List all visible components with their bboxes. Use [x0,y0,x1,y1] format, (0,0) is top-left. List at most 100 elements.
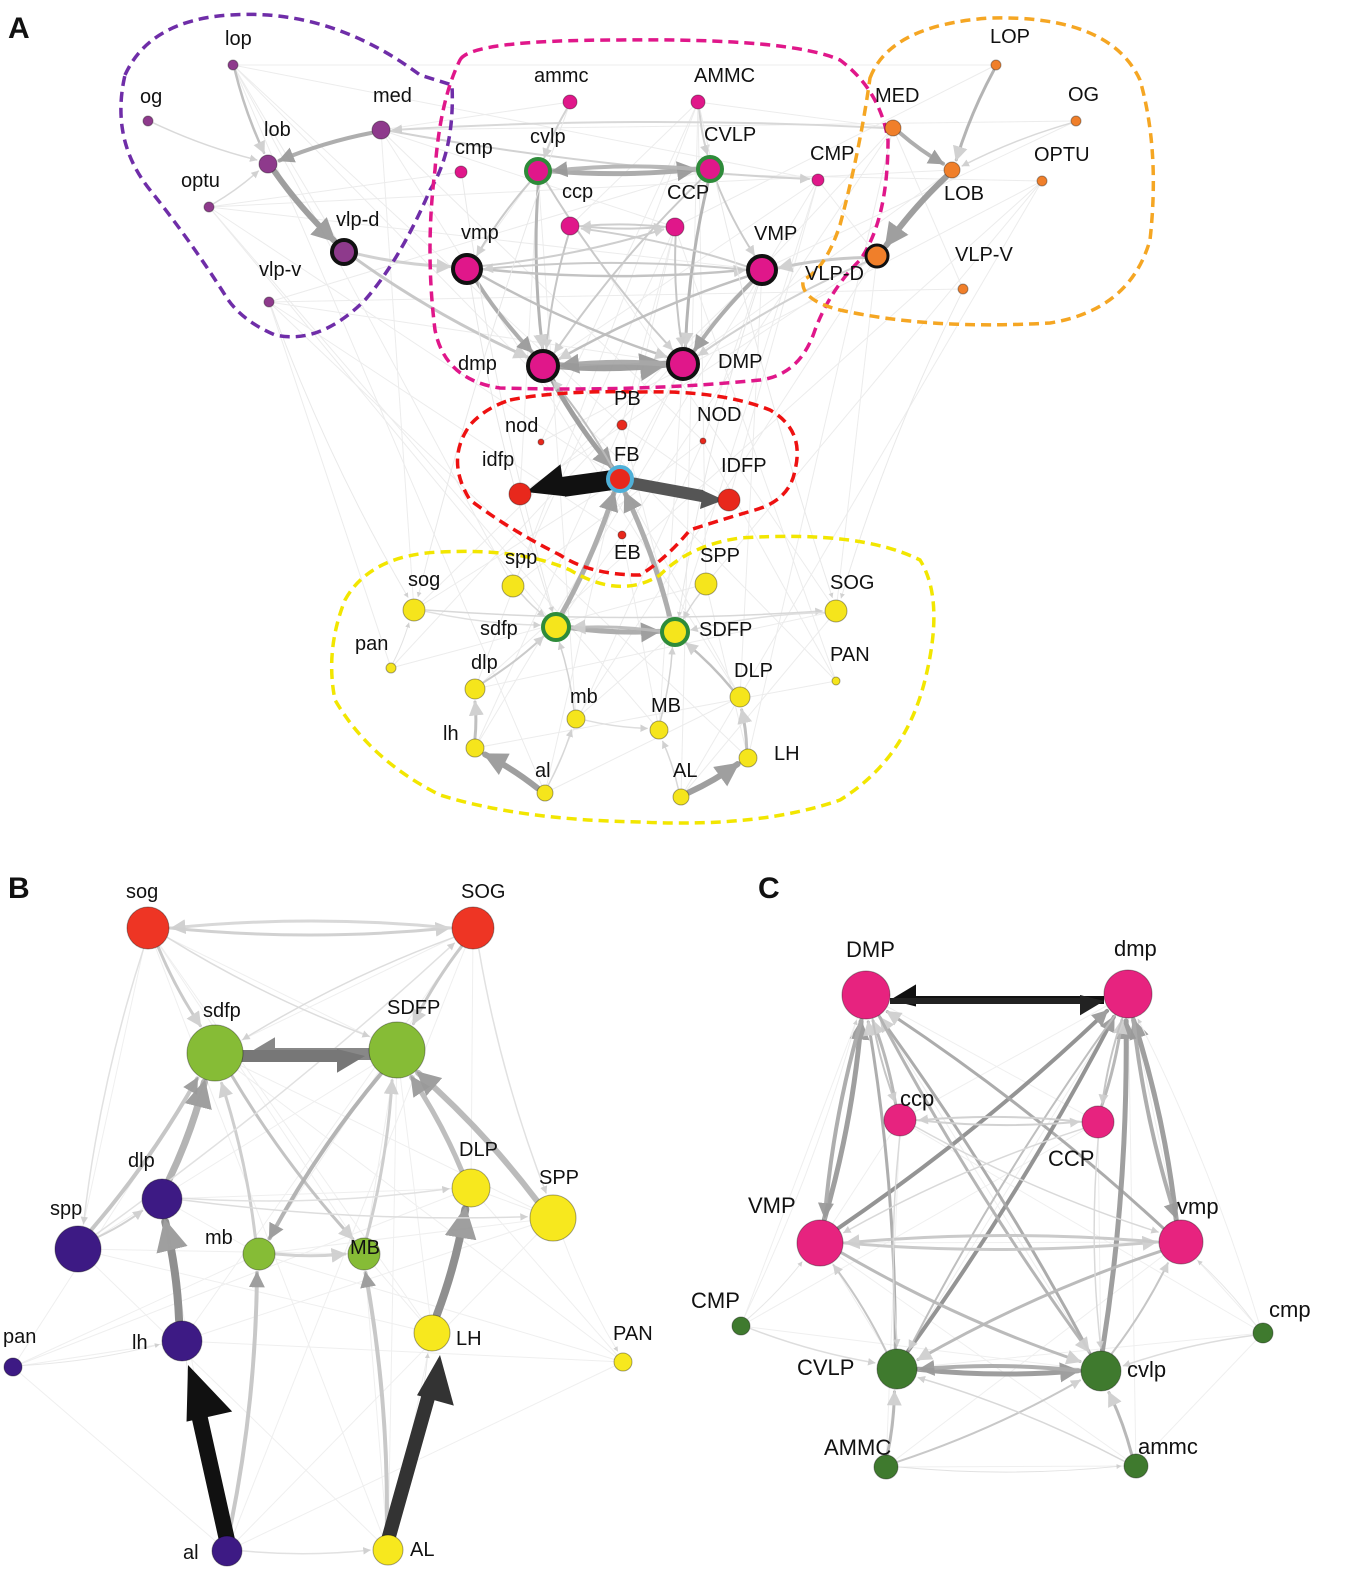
node-a-spp [501,574,525,598]
node-label-a-cvlp: cvlp [530,126,566,148]
edge-c-AMMC-cvlp [896,1379,1081,1463]
background-edge [208,206,621,480]
node-label-a-AMMC: AMMC [694,65,755,87]
edge-b-al-mb [226,1270,265,1538]
node-c-cmp [1252,1322,1274,1344]
edge-c-ccp-vmp [914,1126,1159,1234]
node-label-c-DMP: DMP [846,937,895,962]
edge-c-VMP-vmp [842,1235,1158,1251]
edge-a-AMMC-CVLP [698,108,710,156]
strong-edge-c-1 [890,995,1104,1016]
node-c-AMMC [873,1454,899,1480]
background-edge [380,101,571,131]
node-label-a-CVLP: CVLP [704,124,756,146]
edge-b-MB-SDFP [365,1079,399,1239]
edge-a-cmp-sdfp [461,178,554,612]
edge-a-VMP-dmp [558,274,750,361]
background-edge [147,927,433,1334]
edge-c-CVLP-VMP [832,1264,888,1353]
background-edge [208,171,462,208]
group-outline-central-brain [428,38,890,391]
node-label-a-al: al [535,760,551,782]
node-a-IDFP [717,488,741,512]
edge-a-vmp-VMP [480,264,747,278]
background-edge [181,927,474,1342]
edge-c-cvlp-CVLP [917,1359,1082,1376]
node-label-a-lh: lh [443,723,459,745]
node-c-CMP [731,1316,751,1336]
node-label-a-VLPV: VLP-V [955,244,1013,266]
node-a-VLPV [957,283,969,295]
node-label-a-vmp: vmp [461,222,499,244]
background-edge [12,1187,472,1368]
node-c-dmp [1103,969,1153,1019]
edge-a-cvlp-dmp [533,182,549,350]
node-label-b-spp: spp [50,1198,82,1220]
edge-a-CVLP-cvlp [550,161,700,178]
node-label-a-VLPD: VLP-D [805,263,864,285]
background-edge [740,1121,1099,1327]
edge-c-cvlp-DMP [878,1016,1092,1355]
node-a-OG [1070,115,1082,127]
node-label-a-lop: lop [225,28,252,50]
node-label-a-PB: PB [614,388,641,410]
background-edge [77,927,149,1250]
background-edge [363,1253,389,1551]
node-a-dlp [464,678,486,700]
node-a-lop [227,59,239,71]
node-label-a-og: og [140,86,162,108]
node-label-c-dmp: dmp [1114,936,1157,961]
node-label-b-SOG: SOG [461,881,505,903]
node-label-a-FB: FB [614,444,640,466]
node-label-a-EB: EB [614,542,641,564]
background-edge [214,927,474,1054]
edge-a-spp-sdfp [520,593,546,617]
node-label-b-al: al [183,1542,199,1564]
node-label-a-LOB: LOB [944,183,984,205]
edge-a-lop-lob [233,69,266,154]
node-label-b-pan: pan [3,1326,36,1348]
edge-a-SOG-SDFP [690,611,825,633]
edge-b-mb-sdfp [218,1081,257,1239]
node-a-og [142,115,154,127]
edge-c-ccp-CCP [915,1117,1080,1128]
background-edge [674,64,997,228]
edge-b-sog-SOG [168,921,451,937]
node-a-PAN [831,676,841,686]
edge-b-SPP-SDFP [415,1069,540,1204]
edge-b-SPP-PAN [562,1239,619,1352]
edge-a-og-lob [152,122,258,162]
edge-a-vlpv-sog [271,306,409,598]
edge-c-cmp-cvlp [1122,1334,1254,1368]
edge-c-cmp-vmp [1197,1260,1257,1326]
edge-c-DMP-ccp [871,1018,897,1103]
edge-a-al-mb [547,729,573,786]
edge-b-pan-lh [22,1343,160,1366]
background-edge [865,994,1099,1123]
edge-a-med-lob [277,130,374,163]
background-edge [819,1241,1182,1244]
edge-b-sog-SDFP [167,936,370,1038]
background-edge [680,101,699,798]
edge-a-VMP-SDFP [676,284,759,617]
background-edge [208,169,953,208]
node-a-ammc [562,94,578,110]
node-a-nod [537,438,545,446]
node-a-lh [465,738,485,758]
node-label-a-OG: OG [1068,84,1099,106]
background-edge [268,288,964,303]
background-edge [470,927,474,1189]
node-label-a-mb: mb [570,686,598,708]
edge-b-SDFP-mb [267,1072,383,1241]
edge-c-vmp-VMP [844,1233,1160,1250]
node-a-CCP [665,217,685,237]
node-b-sog [126,906,170,950]
node-layer [3,59,1274,1567]
edge-c-ammc-CVLP [917,1375,1125,1462]
edge-c-VMP-cvlp [840,1251,1082,1365]
node-b-spp [54,1225,102,1273]
node-label-b-MB: MB [350,1237,380,1259]
edge-a-VLPV-SOG [840,294,962,599]
node-label-c-CVLP: CVLP [797,1355,854,1380]
node-b-SPP [529,1194,577,1242]
